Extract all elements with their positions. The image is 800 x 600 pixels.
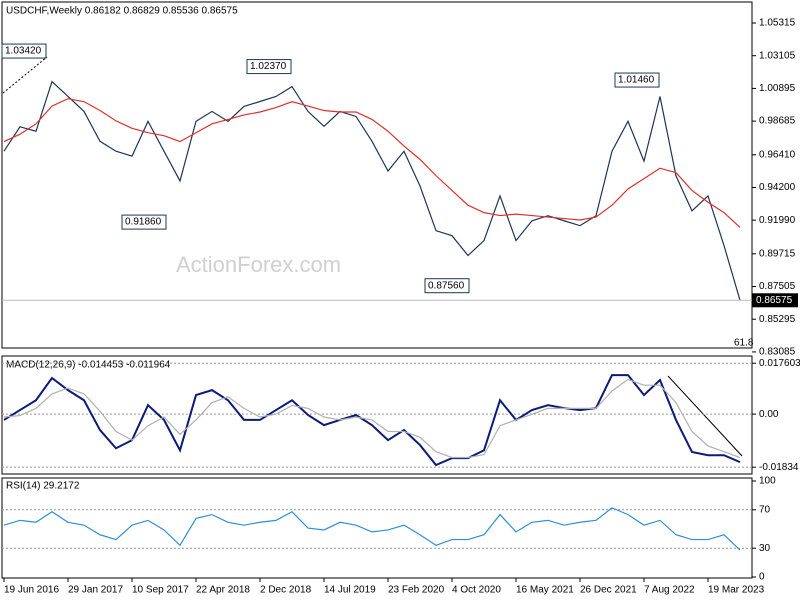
x-tick-label: 23 Feb 2020 [388, 585, 445, 596]
series-line [3, 98, 741, 228]
annotation-label: 0.87560 [428, 280, 465, 291]
y-tick-label: -0.01834 [759, 462, 799, 473]
x-tick-label: 29 Jan 2017 [68, 585, 123, 596]
series-line [3, 507, 741, 551]
y-tick-label: 0.85295 [759, 314, 796, 325]
x-tick-label: 22 Apr 2018 [196, 585, 250, 596]
price-panel [1, 1, 753, 349]
series-line [3, 80, 741, 301]
price-tag [752, 293, 798, 308]
x-tick-label: 26 Dec 2021 [580, 585, 637, 596]
y-tick-label: 30 [759, 543, 771, 554]
rsi-title: RSI(14) 29.2172 [6, 481, 80, 492]
rsi-panel [1, 477, 753, 579]
macd-trend-line [667, 375, 743, 457]
y-tick-label: 0.00 [759, 409, 779, 420]
y-tick-label: 0.87505 [759, 281, 796, 292]
annotation-box [424, 278, 470, 294]
annotation-label: 1.03420 [5, 46, 42, 57]
annotation-box [121, 214, 167, 230]
trend-line [2, 56, 48, 94]
y-tick-label: 0.98685 [759, 116, 796, 127]
y-tick-label: 0.83085 [759, 347, 796, 358]
x-tick-label: 10 Sep 2017 [132, 585, 189, 596]
y-tick-label: 0 [759, 572, 765, 583]
y-tick-label: 0.94200 [759, 182, 796, 193]
y-tick-label: 100 [759, 476, 776, 487]
annotation-label: 0.91860 [125, 217, 162, 228]
annotation-label: 1.01460 [618, 75, 655, 86]
y-tick-label: 0.017603 [759, 358, 800, 369]
y-tick-label: 0.89715 [759, 248, 796, 259]
annotation-box [246, 59, 292, 75]
x-tick-label: 7 Aug 2022 [644, 585, 695, 596]
y-tick-label: 70 [759, 504, 771, 515]
x-tick-label: 2 Dec 2018 [260, 585, 312, 596]
level-label: 61.8 [734, 338, 754, 349]
price-tag-label: 0.86575 [756, 295, 793, 306]
annotation-box [1, 43, 47, 59]
y-tick-label: 1.03105 [759, 50, 796, 61]
macd-panel [1, 355, 753, 475]
series-line [3, 378, 741, 459]
chart-title: USDCHF,Weekly 0.86182 0.86829 0.85536 0.… [6, 6, 238, 17]
x-tick-label: 19 Mar 2023 [708, 585, 765, 596]
x-tick-label: 14 Jul 2019 [324, 585, 376, 596]
y-tick-label: 1.00895 [759, 83, 796, 94]
annotation-label: 1.02370 [250, 61, 287, 72]
macd-title: MACD(12,26,9) -0.014453 -0.011964 [6, 360, 171, 371]
y-tick-label: 1.05315 [759, 18, 796, 29]
y-tick-label: 0.91990 [759, 215, 796, 226]
annotation-box [614, 72, 660, 88]
watermark: ActionForex.com [176, 252, 341, 277]
x-tick-label: 19 Jun 2016 [4, 585, 59, 596]
y-tick-label: 0.96410 [759, 149, 796, 160]
x-tick-label: 4 Oct 2020 [452, 585, 501, 596]
x-tick-label: 16 May 2021 [516, 585, 574, 596]
series-line [3, 374, 741, 467]
